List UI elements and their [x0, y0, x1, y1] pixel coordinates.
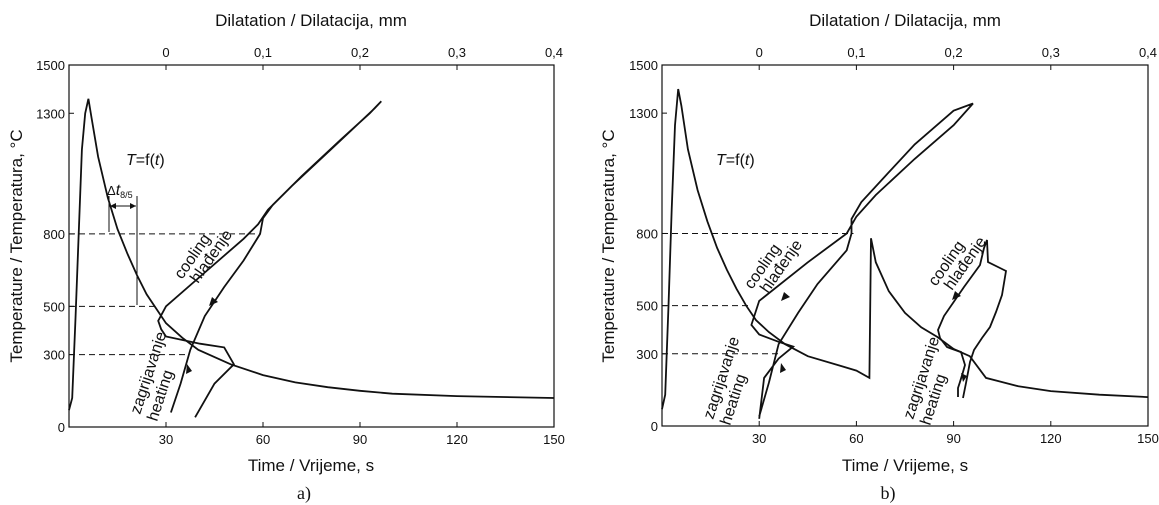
y-tick-label: 500	[43, 299, 65, 314]
top-tick-label: 0	[756, 45, 763, 60]
reference-lines	[69, 233, 261, 356]
y-tick-label: 800	[636, 226, 658, 241]
y-tick-label: 300	[43, 348, 65, 363]
formula-label: T=f(t)	[716, 152, 755, 169]
top-tick-label: 0,2	[945, 45, 963, 60]
panel-caption: b)	[881, 483, 896, 504]
reference-lines	[662, 232, 854, 355]
x-tick-label: 60	[849, 431, 863, 446]
y-axis-ticks: 0 300 500 800 1300 1500	[36, 58, 74, 435]
x-axis-ticks: 30 60 90 120 150	[752, 421, 1159, 446]
x-tick-label: 150	[543, 432, 565, 447]
y-tick-label: 0	[651, 419, 658, 434]
delta-t-annotation: Δt8/5	[107, 182, 138, 305]
cooling-arrow	[209, 297, 218, 306]
y-tick-label: 1500	[629, 58, 658, 73]
heating-arrow-2	[961, 373, 967, 382]
x-tick-label: 90	[353, 432, 367, 447]
top-tick-label: 0,4	[545, 45, 563, 60]
cooling-arrow-2	[952, 291, 961, 300]
top-tick-label: 0,1	[254, 45, 272, 60]
heating-arrow	[780, 363, 786, 373]
y-tick-label: 500	[636, 299, 658, 314]
x-axis-title: Time / Vrijeme, s	[248, 456, 374, 475]
plot-frame	[661, 64, 1149, 427]
y-tick-label: 1300	[36, 106, 65, 121]
x-tick-label: 30	[752, 431, 766, 446]
top-axis-ticks: 0 0,1 0,2 0,3 0,4	[162, 45, 563, 70]
y-tick-label: 1300	[629, 106, 658, 121]
y-tick-label: 800	[43, 227, 65, 242]
top-tick-label: 0,1	[847, 45, 865, 60]
svg-text:Δt8/5: Δt8/5	[107, 182, 133, 200]
top-axis-ticks: 0 0,1 0,2 0,3 0,4	[756, 45, 1157, 70]
x-tick-label: 30	[159, 432, 173, 447]
x-axis-title: Time / Vrijeme, s	[842, 456, 968, 475]
top-tick-label: 0,4	[1139, 45, 1157, 60]
x-tick-label: 90	[946, 431, 960, 446]
panel-caption: a)	[297, 483, 311, 504]
x-tick-label: 60	[256, 432, 270, 447]
y-tick-label: 300	[636, 347, 658, 362]
top-axis-title: Dilatation / Dilatacija, mm	[215, 11, 407, 30]
dilatation-curve	[750, 102, 974, 419]
y-tick-label: 0	[58, 420, 65, 435]
plot-frame	[68, 64, 555, 428]
y-axis-ticks: 0 300 500 800 1300 1500	[629, 58, 667, 434]
thermal-cycle-curve	[68, 98, 555, 411]
x-tick-label: 120	[1040, 431, 1062, 446]
top-tick-label: 0,3	[448, 45, 466, 60]
top-axis-title: Dilatation / Dilatacija, mm	[809, 11, 1001, 30]
top-tick-label: 0	[162, 45, 169, 60]
heating-arrow	[186, 364, 192, 374]
dilatation-curve	[157, 100, 382, 418]
x-axis-ticks: 30 60 90 120 150	[159, 422, 565, 447]
cooling-arrow	[781, 292, 790, 301]
y-axis-title: Temperature / Temperatura, °C	[7, 129, 26, 362]
y-axis-title: Temperature / Temperatura, °C	[599, 129, 618, 362]
formula-label: T=f(t)	[126, 152, 165, 169]
x-tick-label: 150	[1137, 431, 1159, 446]
y-tick-label: 1500	[36, 58, 65, 73]
x-tick-label: 120	[446, 432, 468, 447]
top-tick-label: 0,2	[351, 45, 369, 60]
top-tick-label: 0,3	[1042, 45, 1060, 60]
